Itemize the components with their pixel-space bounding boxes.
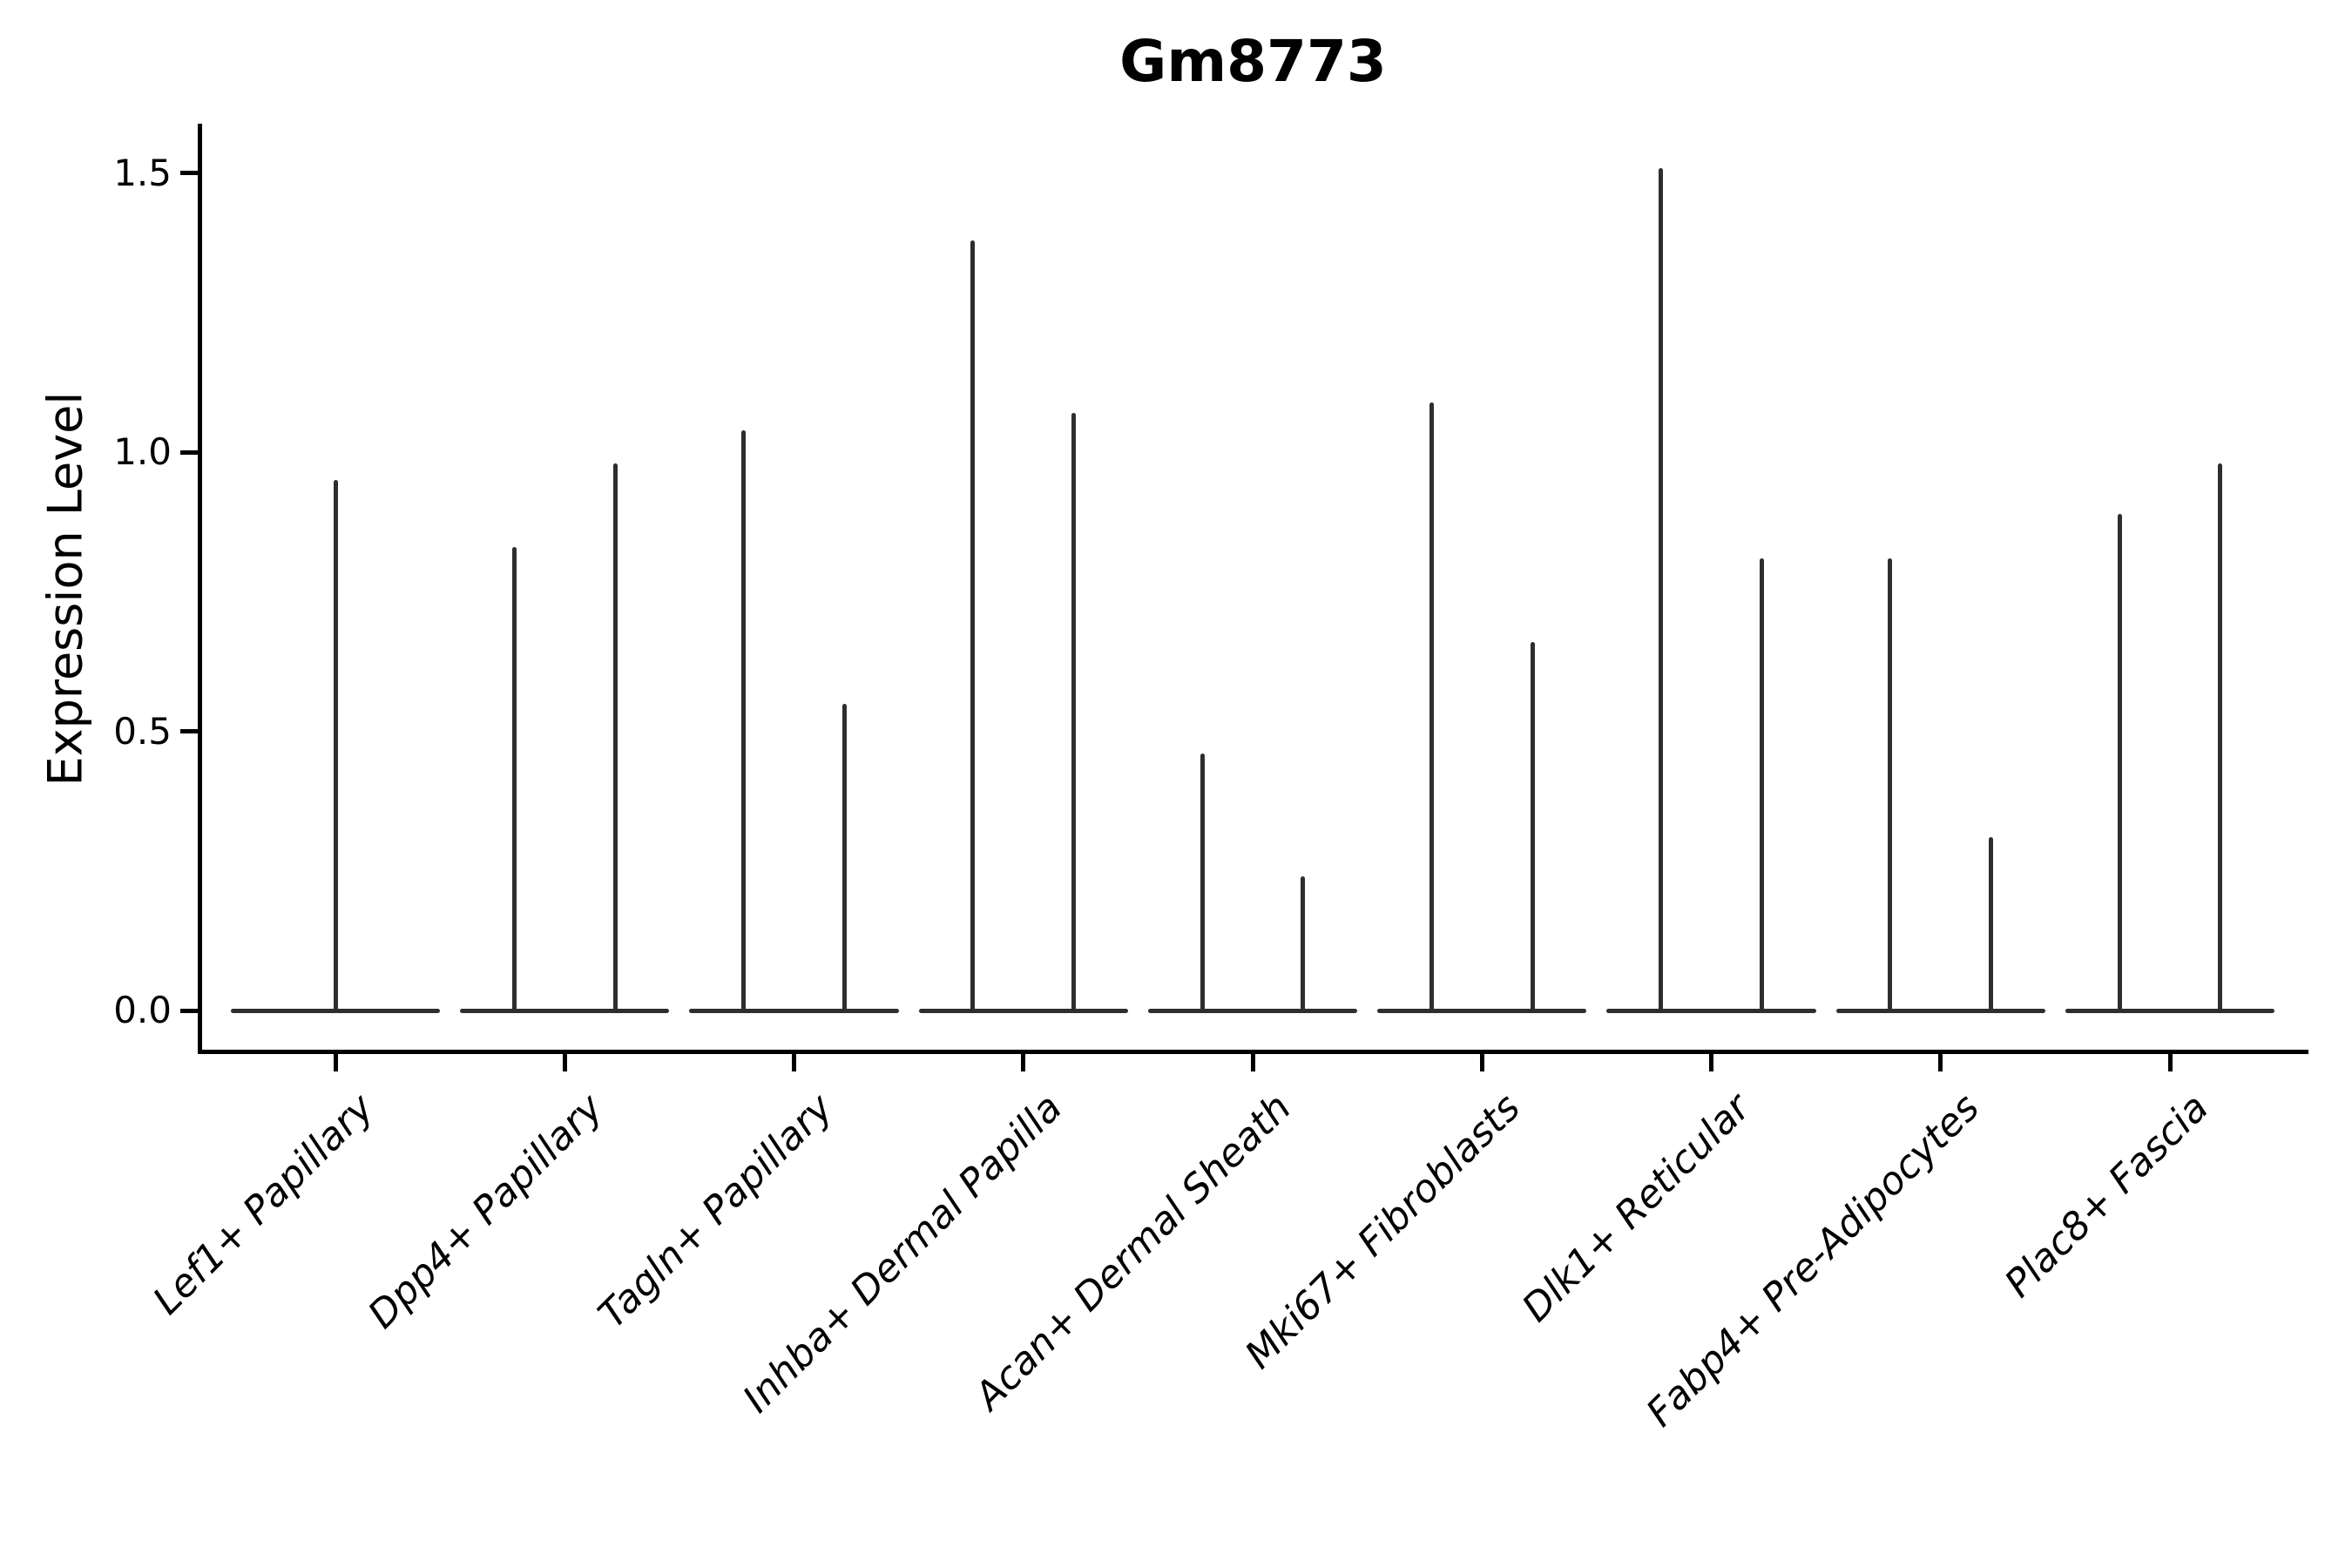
- violin-spike: [2117, 513, 2122, 1013]
- x-axis-tick-label: Tagln+ Papillary: [589, 1085, 841, 1337]
- violin-spike: [741, 429, 747, 1013]
- x-axis-tick-label: Dpp4+ Papillary: [360, 1085, 612, 1338]
- violin-spike: [1200, 754, 1205, 1013]
- plot-title: Gm8773: [1119, 28, 1387, 95]
- violin-spike: [511, 547, 517, 1013]
- violin-spike: [1989, 837, 1994, 1013]
- x-axis-tick: [1250, 1054, 1255, 1071]
- violin-baseline: [2065, 1008, 2275, 1013]
- violin-spike: [1888, 558, 1893, 1013]
- violin-spike: [1301, 876, 1306, 1013]
- y-axis-tick: [180, 729, 198, 734]
- x-axis-tick: [562, 1054, 567, 1071]
- violin-spike: [1071, 413, 1077, 1013]
- violin-baseline: [918, 1008, 1128, 1013]
- y-axis-tick: [180, 449, 198, 455]
- violin-baseline: [1377, 1008, 1587, 1013]
- y-axis-tick: [180, 1008, 198, 1013]
- violin-baseline: [1835, 1008, 2045, 1013]
- violin-spike: [1659, 167, 1664, 1013]
- violin-spike: [841, 703, 847, 1013]
- x-axis-tick: [333, 1054, 338, 1071]
- violin-spike: [970, 240, 976, 1013]
- violin-baseline: [689, 1008, 899, 1013]
- x-axis-tick: [1938, 1054, 1943, 1071]
- violin-spike: [1530, 642, 1535, 1013]
- y-axis-tick-label: 1.0: [113, 430, 172, 474]
- x-axis-tick: [1479, 1054, 1484, 1071]
- violin-spike: [333, 480, 338, 1013]
- x-axis-tick: [1709, 1054, 1713, 1071]
- x-axis-tick-label: Plac8+ Fascia: [1996, 1085, 2218, 1307]
- x-axis-tick-label: Dlk1+ Reticular: [1513, 1085, 1759, 1331]
- y-axis-tick-label: 0.5: [113, 709, 172, 753]
- x-axis-tick: [792, 1054, 796, 1071]
- violin-spike: [1759, 558, 1764, 1013]
- violin-baseline: [1606, 1008, 1816, 1013]
- x-axis-tick: [2167, 1054, 2173, 1071]
- y-axis-tick-label: 0.0: [113, 989, 172, 1031]
- y-axis-tick-label: 1.5: [113, 151, 172, 194]
- violin-baseline: [1147, 1008, 1358, 1013]
- violin-spike: [612, 463, 618, 1013]
- violin-baseline: [460, 1008, 670, 1013]
- x-axis-tick-label: Lef1+ Papillary: [145, 1085, 383, 1324]
- violin-spike: [2218, 463, 2223, 1013]
- violin-spike: [1429, 402, 1434, 1013]
- x-axis-tick: [1021, 1054, 1026, 1071]
- y-axis-tick: [180, 171, 198, 176]
- plot-area: [198, 124, 2308, 1054]
